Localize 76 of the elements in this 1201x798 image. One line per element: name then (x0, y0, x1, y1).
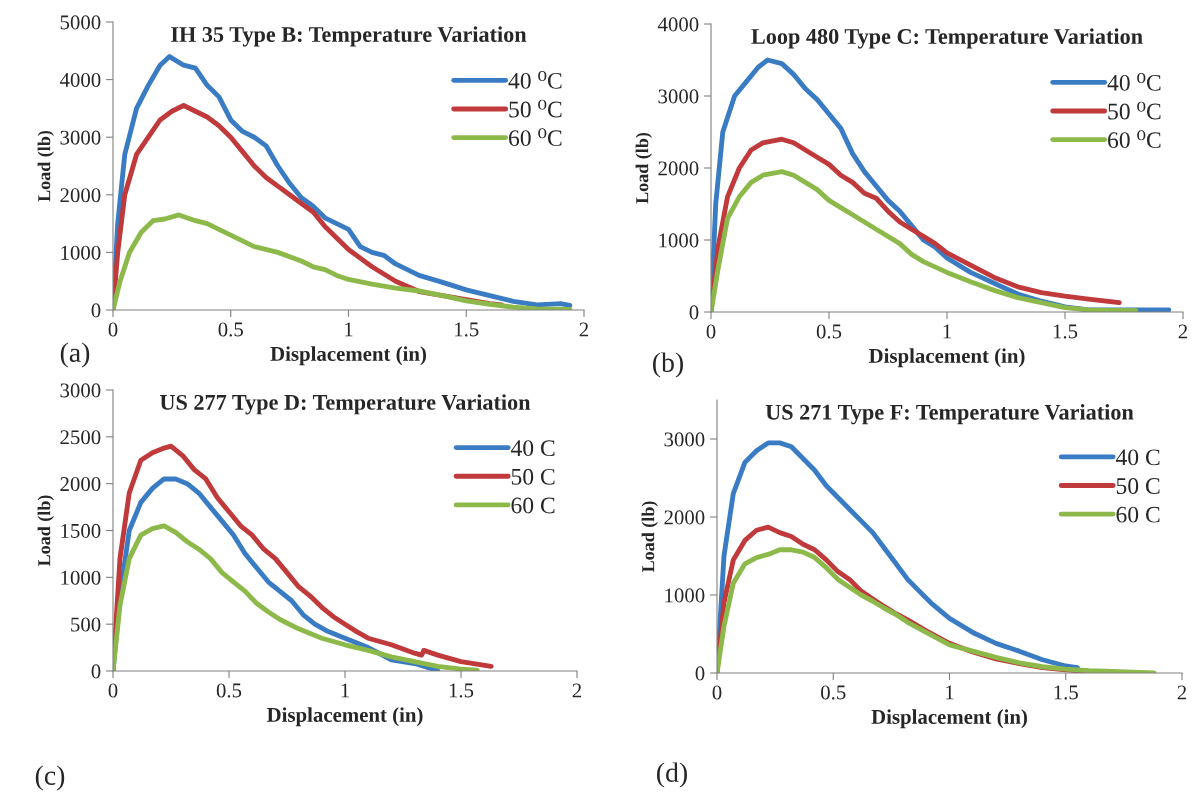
y-tick-label: 5000 (60, 15, 101, 30)
chart-title: US 277 Type D: Temperature Variation (160, 394, 531, 415)
x-tick-label: 0 (108, 322, 118, 337)
legend-label: 50 C (1116, 478, 1160, 494)
y-tick-label: 1000 (659, 233, 699, 248)
x-tick-label: 1.5 (1054, 685, 1078, 700)
legend-label: 40 C (1115, 449, 1160, 466)
legend-label: 60 ⁰C (1108, 130, 1161, 149)
y-tick-label: 3000 (664, 432, 705, 447)
y-tick-label: 2000 (658, 161, 699, 176)
y-tick-label: 4000 (59, 72, 101, 88)
legend-label: 50 C (511, 468, 555, 485)
x-tick-label: 1 (341, 683, 349, 698)
x-tick-label: 2 (572, 683, 582, 698)
x-tick-label: 0 (712, 685, 722, 700)
x-tick-label: 0 (108, 683, 118, 698)
legend-label: 60 ⁰C (509, 128, 562, 147)
y-axis-title: Load (lb) (641, 501, 658, 573)
y-tick-label: 0 (695, 666, 705, 681)
legend-label: 50 ⁰C (1108, 101, 1161, 120)
x-tick-label: 1 (943, 324, 951, 339)
chart-title: US 271 Type F: Temperature Variation (765, 404, 1134, 425)
legend-label: 40 ⁰C (1107, 73, 1161, 91)
line-series (711, 169, 1139, 312)
text: (d) (657, 762, 687, 788)
x-tick-label: 0.5 (218, 322, 243, 337)
x-tick-label: 0.5 (821, 685, 846, 700)
y-tick-label: 1000 (665, 588, 705, 603)
y-tick-label: 3000 (60, 130, 101, 145)
line-series (113, 443, 494, 671)
line-series (113, 212, 573, 310)
x-tick-label: 2 (1178, 324, 1188, 339)
y-tick-label: 2000 (60, 477, 101, 492)
y-axis-title: Load (lb) (37, 130, 54, 202)
x-tick-label: 2 (579, 322, 589, 337)
legend-label: 40 C (510, 440, 555, 457)
chart-title: Loop 480 Type C: Temperature Variation (751, 28, 1143, 49)
text: (c) (35, 765, 65, 791)
x-axis-title: Displacement (in) (270, 346, 426, 366)
y-axis-title: Load (lb) (635, 132, 652, 204)
line-series (113, 523, 480, 671)
y-tick-label: 4000 (657, 17, 699, 32)
x-tick-label: 0 (706, 324, 716, 339)
x-tick-label: 1.5 (455, 322, 479, 337)
line-series (113, 54, 573, 310)
y-tick-label: 1000 (61, 245, 101, 260)
text: (a) (60, 342, 90, 368)
y-axis-title: Load (lb) (37, 495, 54, 567)
y-tick-label: 3000 (60, 383, 101, 398)
y-tick-label: 3000 (658, 89, 699, 104)
y-tick-label: 2000 (664, 510, 705, 525)
chart-title: IH 35 Type B: Temperature Variation (171, 26, 527, 47)
y-tick-label: 500 (71, 617, 101, 632)
x-tick-label: 1.5 (449, 683, 474, 698)
legend-label: 40 ⁰C (508, 71, 562, 89)
y-tick-label: 0 (91, 664, 101, 679)
y-tick-label: 2500 (60, 430, 101, 445)
x-axis-title: Displacement (in) (868, 348, 1025, 368)
y-tick-label: 2000 (60, 188, 101, 203)
x-axis-title: Displacement (in) (266, 707, 423, 727)
legend-label: 60 C (511, 497, 555, 514)
text: (b) (653, 352, 683, 378)
y-tick-label: 0 (689, 305, 699, 320)
x-tick-label: 1 (345, 322, 353, 337)
legend-label: 60 C (1116, 506, 1160, 523)
legend-label: 50 ⁰C (509, 99, 562, 118)
line-series (717, 547, 1157, 673)
y-tick-label: 1000 (61, 570, 101, 585)
x-tick-label: 0.5 (816, 324, 842, 339)
x-tick-label: 1.5 (1053, 324, 1078, 339)
y-tick-label: 1500 (61, 523, 101, 538)
x-axis-title: Displacement (in) (871, 709, 1027, 729)
x-tick-label: 2 (1177, 685, 1187, 700)
y-tick-label: 0 (91, 303, 101, 318)
x-tick-label: 0.5 (216, 683, 242, 698)
x-tick-label: 1 (946, 685, 954, 700)
